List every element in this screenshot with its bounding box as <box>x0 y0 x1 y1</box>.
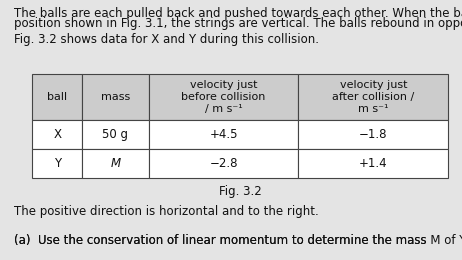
Bar <box>149 149 298 178</box>
Bar <box>82 120 149 149</box>
Text: position shown in Fig. 3.1, the strings are vertical. The balls rebound in oppos: position shown in Fig. 3.1, the strings … <box>14 17 462 30</box>
Text: (a)  Use the conservation of linear momentum to determine the mass M of Y.: (a) Use the conservation of linear momen… <box>14 234 462 247</box>
Text: (a)  Use the conservation of linear momentum to determine the mass: (a) Use the conservation of linear momen… <box>14 234 430 247</box>
Bar <box>298 149 448 178</box>
Bar <box>32 149 82 178</box>
Text: −2.8: −2.8 <box>209 157 238 170</box>
Text: mass: mass <box>101 92 130 102</box>
Text: Fig. 3.2 shows data for X and Y during this collision.: Fig. 3.2 shows data for X and Y during t… <box>14 32 319 46</box>
Text: M: M <box>110 157 121 170</box>
Text: The positive direction is horizontal and to the right.: The positive direction is horizontal and… <box>14 205 319 218</box>
Text: +1.4: +1.4 <box>359 157 388 170</box>
Text: The balls are each pulled back and pushed towards each other. When the balls col: The balls are each pulled back and pushe… <box>14 6 462 20</box>
Bar <box>149 74 298 120</box>
Bar <box>298 74 448 120</box>
Text: velocity just
after collision /
m s⁻¹: velocity just after collision / m s⁻¹ <box>332 80 414 114</box>
Bar <box>82 149 149 178</box>
Text: velocity just
before collision
/ m s⁻¹: velocity just before collision / m s⁻¹ <box>182 80 266 114</box>
Text: +4.5: +4.5 <box>209 128 238 141</box>
Bar <box>298 120 448 149</box>
Text: X: X <box>53 128 61 141</box>
Text: Y: Y <box>54 157 61 170</box>
Text: Fig. 3.2: Fig. 3.2 <box>219 185 261 198</box>
Bar <box>32 120 82 149</box>
Text: −1.8: −1.8 <box>359 128 388 141</box>
Text: 50 g: 50 g <box>103 128 128 141</box>
Bar <box>32 74 82 120</box>
Bar <box>82 74 149 120</box>
Bar <box>149 120 298 149</box>
Text: ball: ball <box>47 92 67 102</box>
